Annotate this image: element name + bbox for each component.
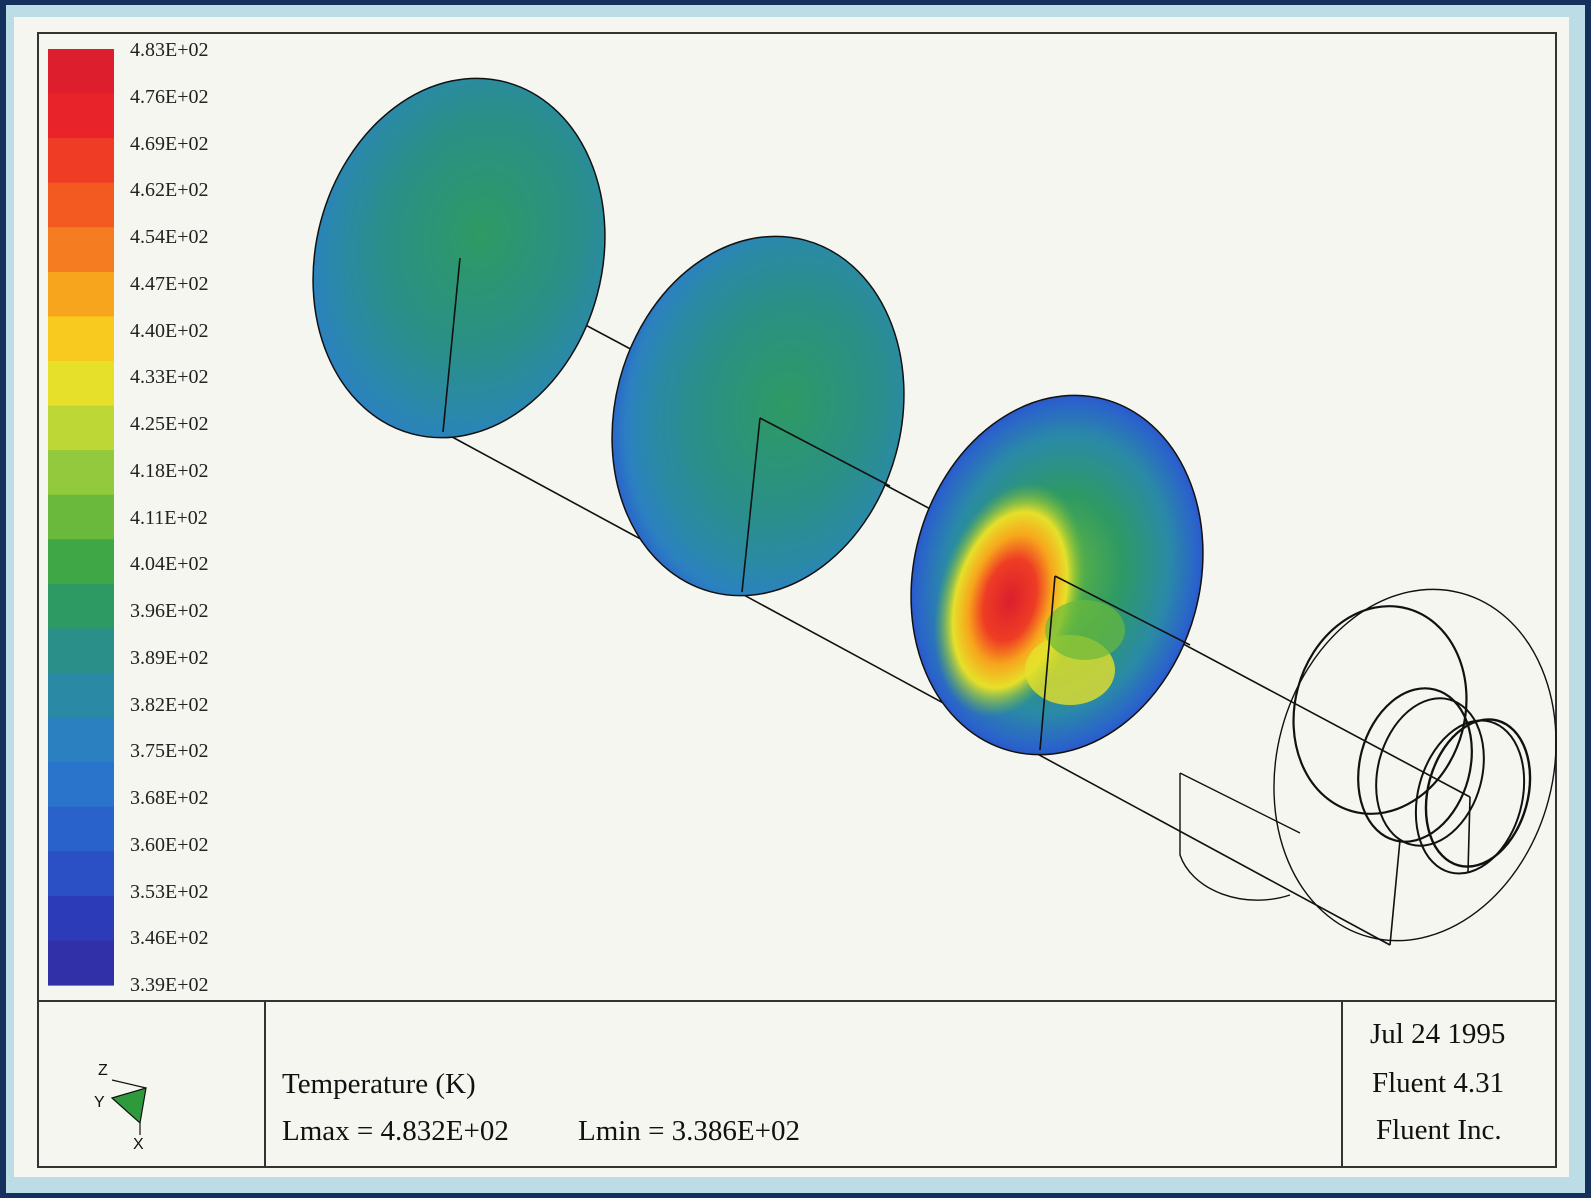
lmax-label: Lmax = 4.832E+02 <box>282 1115 509 1147</box>
version-label: Fluent 4.31 <box>1372 1067 1505 1099</box>
legend-swatch <box>48 895 114 942</box>
legend-swatch <box>48 583 114 630</box>
legend-label: 4.33E+02 <box>130 366 209 389</box>
legend-label: 3.53E+02 <box>130 880 209 903</box>
legend-label: 4.62E+02 <box>130 179 209 202</box>
legend-label: 4.04E+02 <box>130 553 209 576</box>
legend-label: 3.60E+02 <box>130 833 209 856</box>
quantity-label: Temperature (K) <box>282 1068 476 1100</box>
legend-label: 4.76E+02 <box>130 85 209 108</box>
axis-x-label: X <box>133 1136 144 1153</box>
legend-label: 3.89E+02 <box>130 646 209 669</box>
legend-swatch <box>48 316 114 362</box>
axis-y-label: Y <box>94 1094 105 1111</box>
axis-z-label: Z <box>98 1062 108 1079</box>
legend-label: 4.47E+02 <box>130 272 209 295</box>
legend-swatch <box>48 49 114 95</box>
legend-swatch <box>48 717 114 763</box>
plot-frame <box>37 32 1557 1168</box>
plot-paper <box>14 17 1569 1177</box>
legend-swatch <box>48 271 114 318</box>
legend-swatch <box>48 940 114 986</box>
legend-swatch <box>48 494 114 540</box>
cross-section-2 <box>611 235 905 597</box>
legend-swatch <box>48 762 114 808</box>
legend-label: 4.69E+02 <box>130 132 209 155</box>
legend-swatch <box>48 851 114 897</box>
legend-swatch <box>48 806 114 852</box>
legend-label: 3.82E+02 <box>130 693 209 716</box>
legend-swatch <box>48 450 114 496</box>
axis-triad <box>110 1079 147 1135</box>
legend-label: 3.39E+02 <box>130 974 209 996</box>
legend-label: 3.96E+02 <box>130 600 209 622</box>
legend-label: 4.18E+02 <box>130 459 209 482</box>
legend-swatch <box>48 227 114 273</box>
cross-section-1 <box>312 77 606 439</box>
inlet-wireframe <box>1179 588 1557 942</box>
legend-swatch <box>48 539 114 585</box>
lmin-label: Lmin = 3.386E+02 <box>578 1115 801 1147</box>
legend-label: 4.40E+02 <box>130 319 209 342</box>
legend-label: 4.25E+02 <box>130 413 209 435</box>
legend-swatch <box>48 182 114 228</box>
date-label: Jul 24 1995 <box>1370 1018 1506 1050</box>
legend-label: 3.75E+02 <box>130 740 209 763</box>
legend-label: 4.54E+02 <box>130 226 209 248</box>
cross-section-3 <box>910 394 1204 756</box>
legend-swatch <box>48 93 114 139</box>
legend-label: 4.83E+02 <box>130 39 209 61</box>
company-label: Fluent Inc. <box>1376 1114 1502 1146</box>
color-legend <box>48 49 114 986</box>
legend-swatch <box>48 361 114 407</box>
legend-label: 3.46E+02 <box>130 927 209 950</box>
legend-label: 3.68E+02 <box>130 787 209 809</box>
legend-swatch <box>48 138 114 184</box>
legend-swatch <box>48 673 114 719</box>
legend-label: 4.11E+02 <box>130 506 208 529</box>
legend-swatch <box>48 405 114 451</box>
legend-swatch <box>48 628 114 674</box>
